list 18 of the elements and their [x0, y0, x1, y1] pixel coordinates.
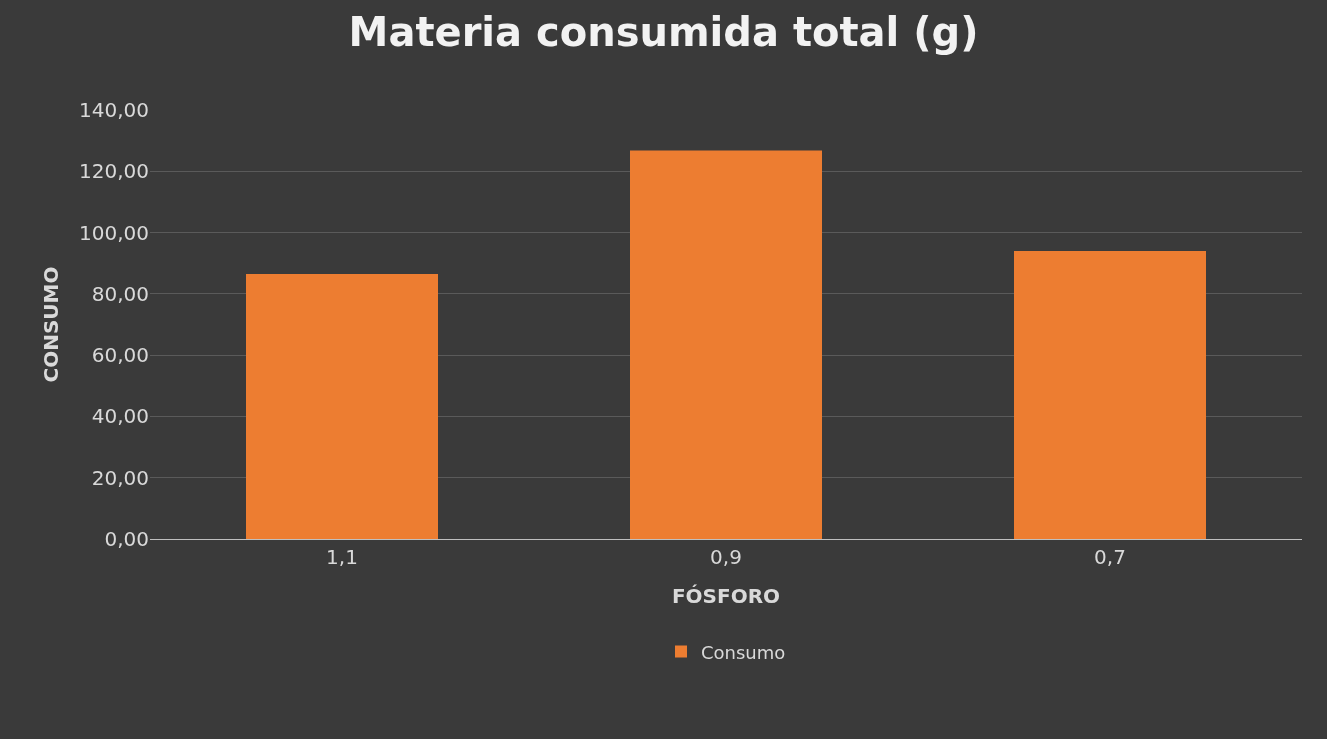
- chart-title: Materia consumida total (g): [348, 9, 979, 56]
- y-tick-label: 60,00: [91, 343, 149, 368]
- y-tick-label: 0,00: [104, 527, 149, 551]
- bar: [630, 150, 822, 539]
- x-tick-label: 1,1: [326, 545, 358, 569]
- y-tick-label: 140,00: [79, 98, 149, 122]
- x-axis-title: FÓSFORO: [671, 583, 781, 608]
- x-tick-label: 0,9: [710, 545, 742, 569]
- bar: [1014, 250, 1206, 539]
- y-tick-label: 40,00: [91, 404, 149, 429]
- y-tick-label: 120,00: [79, 159, 149, 184]
- y-tick-label: 20,00: [91, 465, 149, 490]
- bar: [246, 273, 438, 539]
- x-tick-label: 0,7: [1094, 545, 1126, 569]
- y-axis-title: CONSUMO: [38, 266, 63, 383]
- y-tick-label: 80,00: [91, 281, 149, 306]
- y-tick-label: 100,00: [79, 220, 149, 245]
- legend-label: Consumo: [701, 641, 786, 663]
